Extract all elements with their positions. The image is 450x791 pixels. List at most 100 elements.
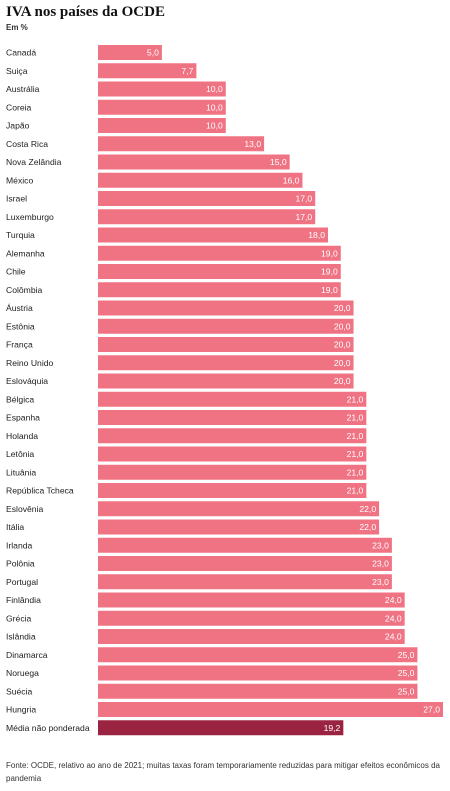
- value-label: 16,0: [283, 175, 300, 185]
- bar: [98, 464, 367, 480]
- bar: [98, 264, 341, 279]
- value-label: 27,0: [423, 705, 440, 715]
- value-label: 20,0: [334, 340, 351, 350]
- category-label: Austrália: [6, 84, 40, 94]
- bar: [98, 537, 392, 553]
- category-label: Suiça: [6, 66, 28, 76]
- bar: [98, 118, 226, 133]
- bar: [98, 172, 303, 188]
- category-label: Alemanha: [6, 248, 45, 258]
- bar: [98, 446, 367, 462]
- category-label: Áustria: [6, 303, 33, 313]
- category-label: Letônia: [6, 449, 34, 459]
- category-label: Luxemburgo: [6, 212, 54, 222]
- bar: [98, 300, 354, 316]
- value-label: 10,0: [206, 102, 223, 112]
- bar: [98, 337, 354, 352]
- value-label: 25,0: [398, 668, 415, 678]
- value-label: 21,0: [347, 486, 364, 496]
- category-label: República Tcheca: [6, 486, 74, 496]
- value-label: 17,0: [295, 194, 312, 204]
- value-label: 21,0: [347, 394, 364, 404]
- value-label: 13,0: [244, 139, 261, 149]
- category-label: Eslováquia: [6, 376, 48, 386]
- value-label: 21,0: [347, 431, 364, 441]
- bar: [98, 81, 226, 97]
- category-label: Chile: [6, 267, 26, 277]
- bar: [98, 154, 290, 170]
- category-label: Israel: [6, 194, 27, 204]
- value-label: 10,0: [206, 121, 223, 131]
- category-label: Canadá: [6, 48, 36, 58]
- category-label: Reino Unido: [6, 358, 54, 368]
- value-label: 19,0: [321, 248, 338, 258]
- source-note: Fonte: OCDE, relativo ao ano de 2021; mu…: [6, 761, 440, 783]
- category-label: Nova Zelândia: [6, 157, 62, 167]
- bar: [98, 191, 316, 206]
- category-label: Japão: [6, 121, 30, 131]
- value-label: 25,0: [398, 686, 415, 696]
- chart-title: IVA nos países da OCDE: [6, 4, 165, 20]
- category-label: Turquia: [6, 230, 35, 240]
- bar: [98, 665, 418, 681]
- value-label: 24,0: [385, 595, 402, 605]
- bar: [98, 391, 367, 407]
- bar-average: [98, 720, 344, 736]
- category-label: Espanha: [6, 413, 40, 423]
- value-label: 20,0: [334, 321, 351, 331]
- chart-subtitle: Em %: [6, 23, 28, 32]
- bar: [98, 45, 162, 60]
- bar: [98, 702, 443, 717]
- value-label: 10,0: [206, 84, 223, 94]
- value-label: 21,0: [347, 449, 364, 459]
- category-label: México: [6, 175, 33, 185]
- category-label: Colômbia: [6, 285, 43, 295]
- category-label: Costa Rica: [6, 139, 48, 149]
- bar: [98, 683, 418, 699]
- bar: [98, 410, 367, 425]
- value-label: 20,0: [334, 376, 351, 386]
- category-label: Dinamarca: [6, 650, 48, 660]
- value-label: 7,7: [181, 66, 193, 76]
- category-label: Portugal: [6, 577, 38, 587]
- category-label: Lituânia: [6, 467, 36, 477]
- category-label: Noruega: [6, 668, 39, 678]
- value-label: 24,0: [385, 613, 402, 623]
- bar: [98, 63, 197, 79]
- value-label: 20,0: [334, 358, 351, 368]
- value-label: 18,0: [308, 230, 325, 240]
- bar: [98, 483, 367, 498]
- bar: [98, 373, 354, 389]
- bar: [98, 647, 418, 663]
- bar: [98, 519, 380, 535]
- bar: [98, 556, 392, 571]
- value-label: 22,0: [359, 522, 376, 532]
- category-label: Grécia: [6, 613, 32, 623]
- bar: [98, 610, 405, 626]
- category-label: Irlanda: [6, 540, 32, 550]
- value-label: 22,0: [359, 504, 376, 514]
- bar: [98, 282, 341, 298]
- category-label: Hungria: [6, 705, 36, 715]
- value-label: 19,2: [324, 723, 341, 733]
- category-label: Suécia: [6, 686, 32, 696]
- value-label: 24,0: [385, 632, 402, 642]
- bar: [98, 99, 226, 115]
- value-label: 15,0: [270, 157, 287, 167]
- bar: [98, 318, 354, 334]
- category-label: Bélgica: [6, 394, 34, 404]
- bar: [98, 245, 341, 261]
- value-label: 21,0: [347, 467, 364, 477]
- value-label: 5,0: [147, 48, 159, 58]
- category-label: Eslovênia: [6, 504, 43, 514]
- category-label: Itália: [6, 522, 24, 532]
- bar: [98, 501, 380, 517]
- category-label: França: [6, 340, 33, 350]
- bar: [98, 355, 354, 371]
- value-label: 20,0: [334, 303, 351, 313]
- value-label: 17,0: [295, 212, 312, 222]
- value-label: 23,0: [372, 540, 389, 550]
- category-label: Coreia: [6, 102, 32, 112]
- value-label: 23,0: [372, 577, 389, 587]
- value-label: 19,0: [321, 267, 338, 277]
